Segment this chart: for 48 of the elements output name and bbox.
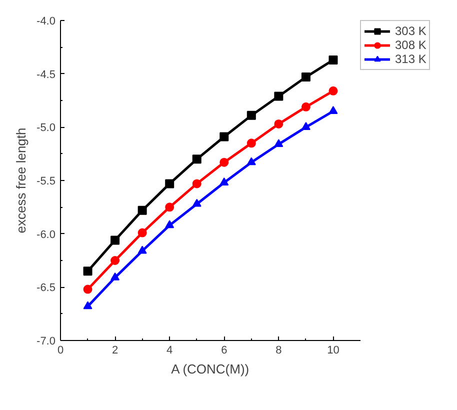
y-tick-label: -7.0 [36,336,56,348]
point [328,55,338,64]
point [138,206,147,215]
x-tick-label: 10 [327,344,340,356]
point [138,228,147,238]
x-tick-label: 6 [221,344,228,356]
point [138,246,147,254]
y-axis-title: excess free length [14,128,29,234]
point [220,132,229,142]
point [328,86,338,96]
point [274,119,284,128]
point [165,202,174,212]
point [192,154,202,164]
y-tick-label: -4.0 [36,16,56,28]
point [301,72,310,82]
point [220,158,229,167]
point [165,179,174,188]
point [220,178,229,186]
point [328,106,338,114]
point [301,102,310,112]
point [192,179,202,188]
point [246,157,256,166]
point [83,266,92,276]
y-tick-label: -6.5 [36,282,56,294]
y-tick-label: -6.0 [36,228,56,241]
legend-label: 308 K [395,38,426,52]
y-tick-label: -5.0 [36,122,56,134]
point [274,92,284,101]
point [274,139,284,148]
point [83,284,92,294]
point [83,301,92,310]
y-tick-label: -4.5 [36,68,56,81]
point [110,256,120,265]
point [110,236,120,245]
legend-label: 303 K [395,24,426,38]
x-axis-title: A (CONC(M)) [171,362,250,376]
x-tick-label: 8 [276,344,282,356]
x-tick-label: 2 [112,344,118,356]
point [246,138,256,148]
point [110,272,120,280]
x-tick-label: 4 [166,344,173,356]
y-tick-label: -5.5 [36,176,56,188]
point [246,110,256,120]
legend-label: 313 K [395,52,426,66]
point [192,198,202,207]
x-tick-label: 0 [57,344,64,356]
point [301,122,310,130]
point [165,220,174,228]
